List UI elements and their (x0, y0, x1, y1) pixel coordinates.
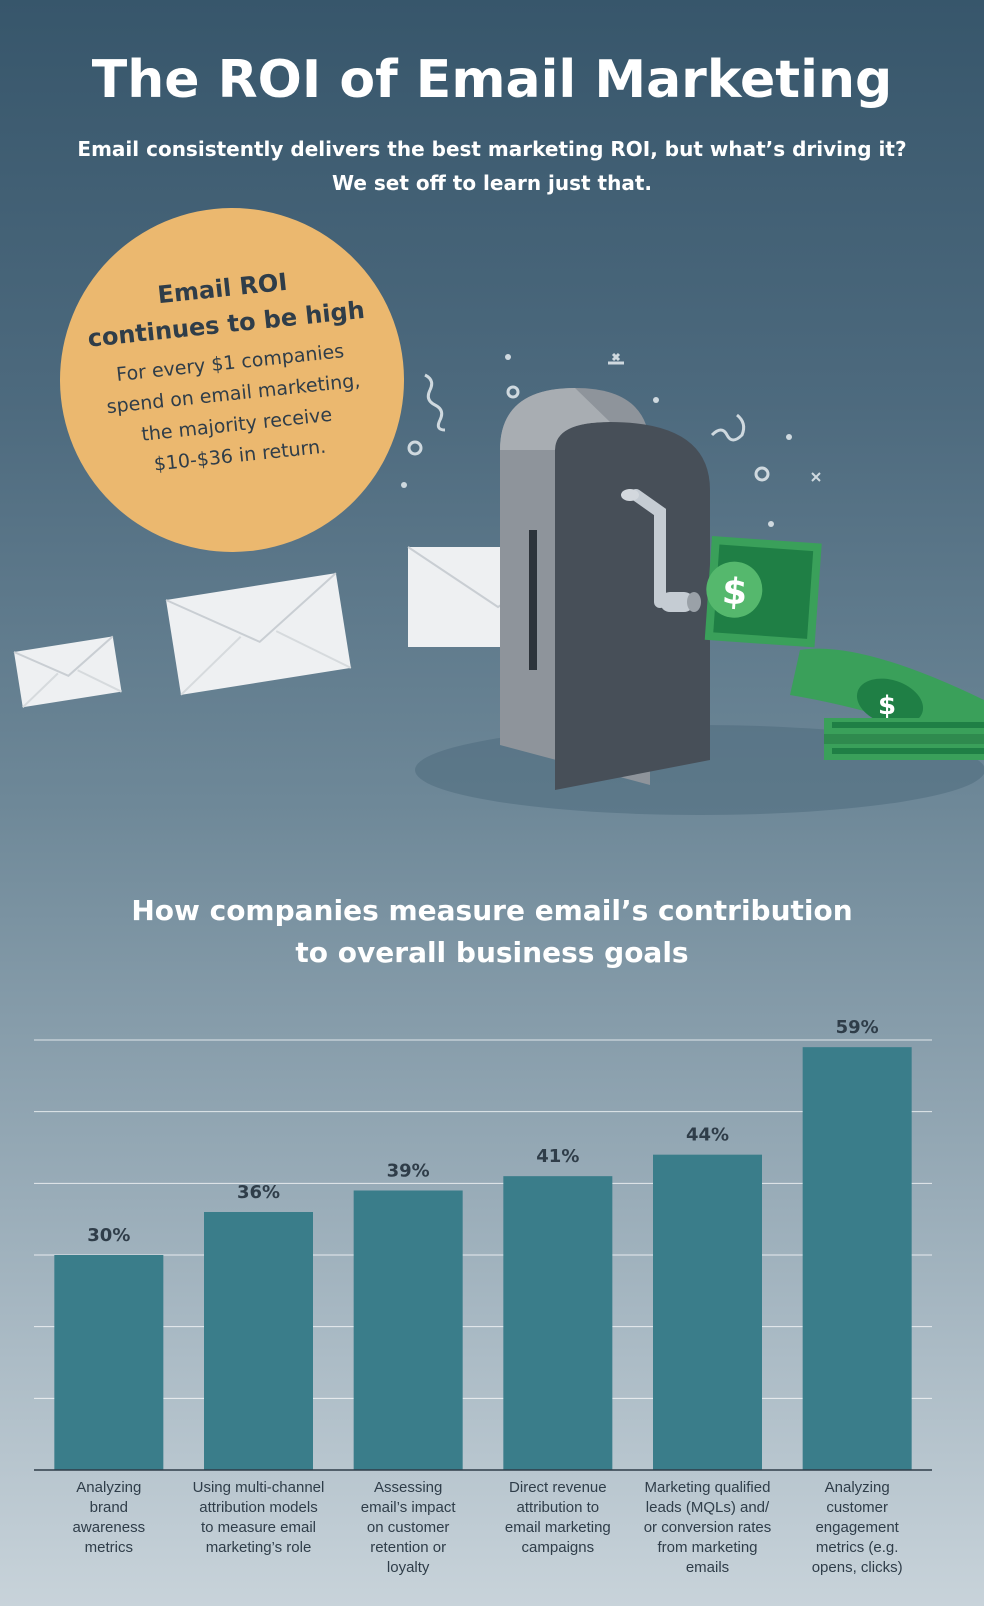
confetti-icon (506, 385, 520, 399)
chart-title: How companies measure email’s contributi… (92, 890, 892, 974)
confetti-icon (754, 466, 770, 482)
bar (353, 1190, 463, 1470)
confetti-icon (401, 482, 407, 488)
data-label: 59% (836, 1017, 879, 1038)
bar (503, 1176, 613, 1470)
chart-title-line: to overall business goals (295, 936, 689, 969)
squiggle-icon (424, 373, 446, 432)
confetti-decoration (407, 373, 770, 482)
dollar-bill-icon: $ (704, 536, 822, 648)
category-label: Assessing email’s impact on customer retent… (361, 1479, 457, 1576)
page-title: The ROI of Email Marketing (91, 50, 893, 110)
confetti-icon (786, 434, 792, 440)
svg-text:$: $ (721, 571, 749, 614)
data-label: 44% (686, 1125, 729, 1146)
category-label: Analyzing brand awareness metrics (73, 1479, 146, 1556)
confetti-icon (505, 354, 511, 360)
sparkle-icon (811, 472, 821, 482)
category-label: Using multi-channel attribution models to … (193, 1479, 325, 1556)
confetti-icon (768, 521, 774, 527)
category-label: Analyzing customer engagement metrics (e.g.… (812, 1479, 903, 1576)
sparkle-icon (608, 352, 624, 365)
confetti-dots (401, 352, 821, 527)
page-subtitle: Email consistently delivers the best mar… (77, 137, 907, 195)
category-label: Marketing qualified leads (MQLs) and/or c… (644, 1479, 772, 1576)
chart-title-line: How companies measure email’s contributi… (131, 894, 853, 927)
dollar-bill-icon: $ (790, 648, 984, 760)
envelope-icon (165, 572, 352, 696)
data-label: 30% (87, 1225, 130, 1246)
bar (653, 1154, 762, 1470)
bar (204, 1212, 313, 1470)
envelope-icon (13, 635, 122, 709)
mailbox-machine-icon (500, 388, 710, 790)
data-label: 41% (536, 1146, 579, 1167)
category-label: Direct revenue attribution to email market… (505, 1479, 611, 1556)
bar (54, 1255, 164, 1470)
confetti-icon (407, 440, 423, 456)
bar (802, 1047, 912, 1470)
confetti-icon (653, 397, 659, 403)
mailbox-illustration: $ $ (13, 352, 984, 815)
data-label: 39% (387, 1161, 430, 1182)
squiggle-icon (710, 413, 746, 442)
crank-handle-icon (621, 489, 701, 612)
bar-chart: 30% Analyzing brand awareness metrics 36% Usin… (34, 1017, 932, 1576)
data-label: 36% (237, 1182, 280, 1203)
svg-text:$: $ (878, 691, 896, 721)
